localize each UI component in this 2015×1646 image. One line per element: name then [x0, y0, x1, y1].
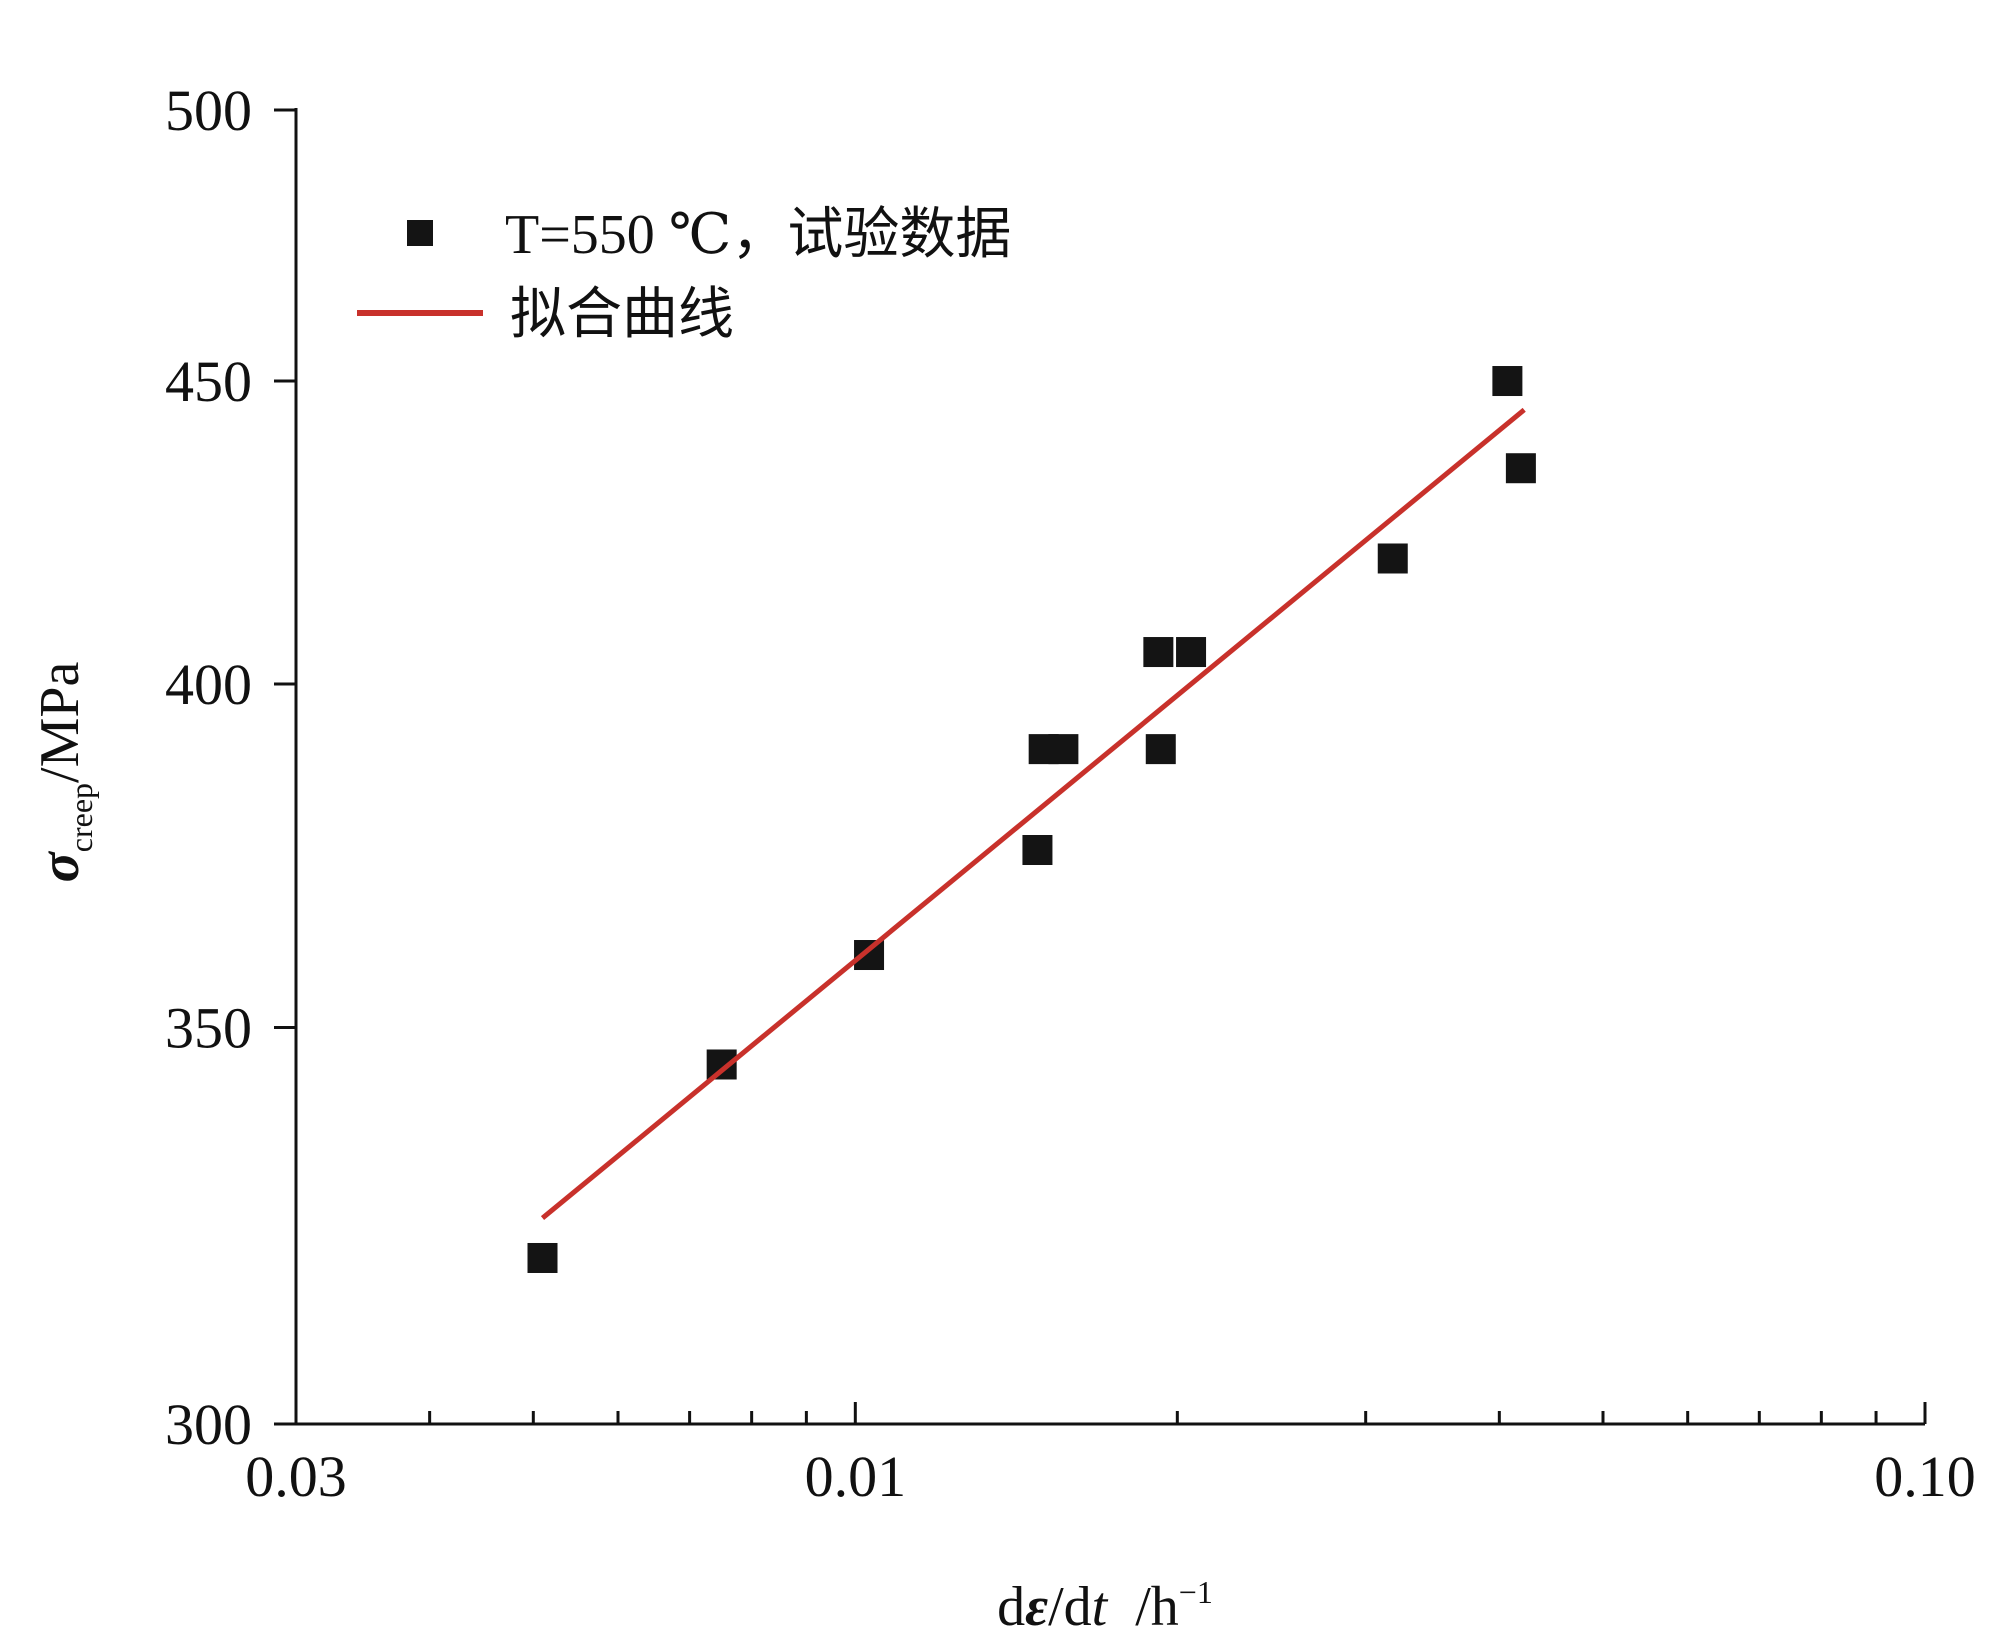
data-point: [1492, 366, 1523, 397]
fit-line: [540, 407, 1526, 1221]
x-tick-label: 0.01: [805, 1444, 907, 1509]
y-label-symbol: σ: [29, 850, 91, 882]
x-label-power: −1: [1179, 1574, 1213, 1610]
y-tick-label: 500: [165, 78, 252, 143]
x-tick-label: 0.03: [245, 1444, 347, 1509]
data-point: [1505, 453, 1536, 484]
y-axis-label: σcreep/MPa: [29, 661, 99, 882]
y-tick-label: 400: [165, 652, 252, 717]
data-point: [527, 1242, 558, 1273]
legend-label: 拟合曲线: [510, 284, 734, 346]
x-label-symbol: ε: [1025, 1576, 1048, 1638]
y-tick-label: 350: [165, 995, 252, 1060]
y-label-unit: /MPa: [29, 661, 91, 782]
x-label-t: t: [1092, 1576, 1109, 1638]
x-label-d: d: [997, 1576, 1025, 1638]
x-label-d: /d: [1048, 1576, 1092, 1638]
y-tick-label: 450: [165, 349, 252, 414]
data-point: [1377, 543, 1408, 574]
y-tick-label: 300: [165, 1392, 252, 1457]
data-point: [1143, 637, 1174, 668]
data-point: [1176, 637, 1207, 668]
data-point: [1145, 734, 1176, 765]
data-point: [1022, 835, 1053, 866]
x-axis-label: dε/dt /h−1: [997, 1574, 1213, 1638]
legend-label: T=550 ℃，试验数据: [505, 204, 1011, 266]
data-point: [1048, 734, 1079, 765]
x-tick-label: 0.10: [1874, 1444, 1976, 1509]
x-label-unit: /h: [1107, 1576, 1179, 1638]
legend-marker: [407, 220, 433, 246]
y-label-subscript: creep: [63, 783, 99, 852]
